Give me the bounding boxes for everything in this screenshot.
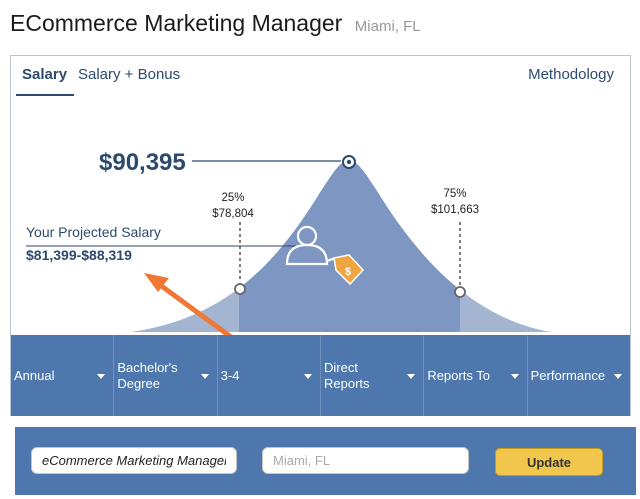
curve-iqr-area (239, 161, 460, 332)
p25-marker (234, 283, 246, 295)
filter-education[interactable]: Bachelor's Degree (114, 335, 218, 416)
caret-down-icon (613, 373, 622, 379)
filter-experience[interactable]: 3-4 (218, 335, 321, 416)
p75-percent: 75% (443, 188, 467, 200)
filter-bar: Annual Bachelor's Degree 3-4 Direct Repo… (11, 335, 630, 416)
annotation-arrow (144, 273, 234, 336)
p25-percent: 25% (221, 192, 245, 204)
p25-value: $78,804 (212, 208, 254, 220)
location-input[interactable] (262, 447, 469, 474)
caret-down-icon (407, 373, 416, 379)
tab-salary[interactable]: Salary (22, 66, 68, 83)
filter-label: Bachelor's Degree (117, 359, 178, 391)
job-title: ECommerce Marketing Manager (10, 10, 343, 36)
update-button[interactable]: Update (495, 448, 603, 476)
caret-down-icon (303, 373, 312, 379)
methodology-link[interactable]: Methodology (528, 66, 614, 83)
filter-label: Direct Reports (323, 359, 370, 391)
filter-direct-reports[interactable]: Direct Reports (321, 335, 425, 416)
salary-bell-curve: $ (26, 155, 551, 336)
tab-salary-bonus[interactable]: Salary + Bonus (78, 66, 181, 83)
caret-down-icon (97, 373, 106, 379)
salary-card: Salary Salary + Bonus Methodology $ (10, 55, 631, 416)
projected-salary-label: Your Projected Salary (26, 224, 161, 240)
svg-text:$: $ (345, 266, 351, 278)
search-bar: Update (15, 427, 636, 495)
filter-performance[interactable]: Performance (528, 335, 630, 416)
p25-label: 25% $78,804 (204, 190, 262, 222)
p75-value: $101,663 (431, 204, 479, 216)
tab-bar: Salary Salary + Bonus Methodology (11, 56, 630, 96)
filter-pay-period[interactable]: Annual (11, 335, 115, 416)
caret-down-icon (200, 373, 209, 379)
filter-reports-to[interactable]: Reports To (424, 335, 528, 416)
p75-marker (454, 286, 466, 298)
median-salary: $90,395 (99, 149, 186, 176)
job-location: Miami, FL (354, 18, 421, 35)
filter-label: Annual (14, 367, 55, 383)
caret-down-icon (510, 373, 519, 379)
p75-label: 75% $101,663 (421, 186, 489, 218)
projected-salary-range: $81,399-$88,319 (26, 247, 132, 263)
filter-label: 3-4 (220, 367, 240, 383)
job-title-input[interactable] (31, 447, 237, 474)
filter-label: Reports To (427, 367, 490, 383)
active-tab-indicator (16, 94, 74, 96)
filter-label: Performance (530, 367, 606, 383)
page-header: ECommerce Marketing Manager Miami, FL (10, 10, 421, 37)
price-tag-icon: $ (333, 254, 365, 286)
